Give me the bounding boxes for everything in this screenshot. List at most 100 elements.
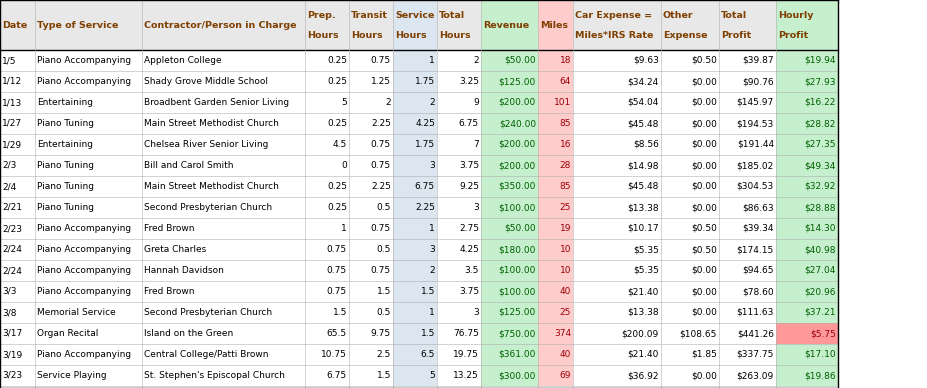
- Text: 2.5: 2.5: [376, 350, 390, 359]
- Text: 2.75: 2.75: [459, 224, 478, 233]
- Bar: [572, 176, 660, 197]
- Text: Miles*IRS Rate: Miles*IRS Rate: [575, 31, 653, 40]
- Text: 9: 9: [473, 98, 478, 107]
- Text: Piano Tuning: Piano Tuning: [37, 182, 94, 191]
- Bar: [480, 281, 538, 302]
- Bar: [718, 260, 775, 281]
- Text: 1/12: 1/12: [2, 77, 22, 86]
- Bar: [0, 260, 35, 281]
- Bar: [538, 365, 572, 386]
- Bar: [392, 323, 437, 344]
- Text: $100.00: $100.00: [498, 287, 536, 296]
- Text: 0.25: 0.25: [326, 56, 347, 65]
- Bar: [572, 260, 660, 281]
- Bar: [142, 176, 305, 197]
- Bar: [392, 218, 437, 239]
- Text: $32.92: $32.92: [804, 182, 835, 191]
- Bar: [142, 113, 305, 134]
- Bar: [305, 323, 349, 344]
- Bar: [538, 281, 572, 302]
- Bar: [572, 71, 660, 92]
- Bar: [0, 176, 35, 197]
- Bar: [35, 260, 142, 281]
- Bar: [775, 218, 837, 239]
- Text: 6.75: 6.75: [458, 119, 478, 128]
- Bar: [0, 134, 35, 155]
- Bar: [718, 50, 775, 71]
- Text: 19.75: 19.75: [452, 350, 478, 359]
- Text: Piano Accompanying: Piano Accompanying: [37, 266, 131, 275]
- Text: Main Street Methodist Church: Main Street Methodist Church: [144, 119, 279, 128]
- Bar: [718, 281, 775, 302]
- Text: Piano Accompanying: Piano Accompanying: [37, 245, 131, 254]
- Text: $0.00: $0.00: [691, 287, 717, 296]
- Text: $90.76: $90.76: [742, 77, 773, 86]
- Text: Memorial Service: Memorial Service: [37, 308, 116, 317]
- Bar: [437, 365, 480, 386]
- Text: 0.5: 0.5: [376, 245, 390, 254]
- Text: $337.75: $337.75: [736, 350, 773, 359]
- Text: $86.63: $86.63: [742, 203, 773, 212]
- Bar: [572, 323, 660, 344]
- Bar: [349, 281, 392, 302]
- Bar: [35, 134, 142, 155]
- Bar: [480, 218, 538, 239]
- Bar: [349, 260, 392, 281]
- Bar: [305, 302, 349, 323]
- Bar: [349, 71, 392, 92]
- Bar: [0, 50, 35, 71]
- Text: $37.21: $37.21: [804, 308, 835, 317]
- Bar: [392, 239, 437, 260]
- Bar: [142, 71, 305, 92]
- Bar: [775, 197, 837, 218]
- Text: 2.25: 2.25: [371, 182, 390, 191]
- Bar: [142, 134, 305, 155]
- Text: 1/29: 1/29: [2, 140, 22, 149]
- Bar: [572, 113, 660, 134]
- Text: $49.34: $49.34: [804, 161, 835, 170]
- Bar: [572, 344, 660, 365]
- Text: 3: 3: [473, 203, 478, 212]
- Bar: [35, 344, 142, 365]
- Text: $194.53: $194.53: [736, 119, 773, 128]
- Text: Appleton College: Appleton College: [144, 56, 222, 65]
- Bar: [0, 197, 35, 218]
- Text: Hannah Davidson: Hannah Davidson: [144, 266, 223, 275]
- Bar: [392, 134, 437, 155]
- Text: $0.50: $0.50: [691, 56, 717, 65]
- Text: 2: 2: [385, 98, 390, 107]
- Bar: [392, 71, 437, 92]
- Text: Type of Service: Type of Service: [37, 21, 119, 29]
- Bar: [35, 176, 142, 197]
- Text: $0.00: $0.00: [691, 98, 717, 107]
- Bar: [480, 344, 538, 365]
- Text: Car Expense =: Car Expense =: [575, 10, 652, 19]
- Text: Shady Grove Middle School: Shady Grove Middle School: [144, 77, 268, 86]
- Bar: [660, 323, 718, 344]
- Text: $200.09: $200.09: [621, 329, 658, 338]
- Text: $50.00: $50.00: [504, 56, 536, 65]
- Text: Piano Accompanying: Piano Accompanying: [37, 224, 131, 233]
- Text: Date: Date: [2, 21, 27, 29]
- Text: 3/8: 3/8: [2, 308, 17, 317]
- Bar: [660, 197, 718, 218]
- Bar: [305, 197, 349, 218]
- Text: $200.00: $200.00: [498, 140, 536, 149]
- Text: $27.35: $27.35: [804, 140, 835, 149]
- Text: 0.75: 0.75: [326, 266, 347, 275]
- Text: 2/21: 2/21: [2, 203, 22, 212]
- Text: Piano Accompanying: Piano Accompanying: [37, 287, 131, 296]
- Text: $750.00: $750.00: [498, 329, 536, 338]
- Text: 4.5: 4.5: [333, 140, 347, 149]
- Bar: [0, 71, 35, 92]
- Bar: [538, 197, 572, 218]
- Bar: [718, 134, 775, 155]
- Bar: [775, 0, 837, 50]
- Bar: [572, 365, 660, 386]
- Bar: [142, 302, 305, 323]
- Text: 76.75: 76.75: [452, 329, 478, 338]
- Bar: [718, 197, 775, 218]
- Text: 374: 374: [553, 329, 570, 338]
- Bar: [538, 344, 572, 365]
- Text: Total: Total: [720, 10, 746, 19]
